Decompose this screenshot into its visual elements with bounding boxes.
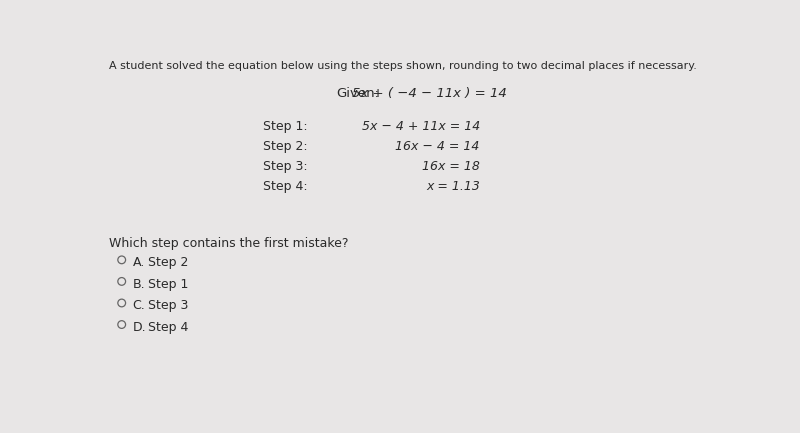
Text: Step 1: Step 1 [148, 278, 189, 291]
Text: D.: D. [133, 321, 146, 334]
Text: Step 4: Step 4 [148, 321, 189, 334]
Text: 5x + ( −4 − 11x ) = 14: 5x + ( −4 − 11x ) = 14 [352, 87, 506, 100]
Text: Step 3:: Step 3: [262, 160, 307, 173]
Text: 16x − 4 = 14: 16x − 4 = 14 [395, 140, 480, 153]
Text: x = 1.13: x = 1.13 [426, 180, 480, 193]
Text: A student solved the equation below using the steps shown, rounding to two decim: A student solved the equation below usin… [110, 61, 697, 71]
Text: Step 2: Step 2 [148, 256, 189, 269]
Text: 16x = 18: 16x = 18 [422, 160, 480, 173]
Text: Step 2:: Step 2: [262, 140, 307, 153]
Text: Step 1:: Step 1: [262, 120, 307, 133]
Text: Step 3: Step 3 [148, 299, 189, 312]
Text: Given:: Given: [336, 87, 379, 100]
Text: B.: B. [133, 278, 145, 291]
Text: A.: A. [133, 256, 145, 269]
Text: C.: C. [133, 299, 146, 312]
Text: 5x − 4 + 11x = 14: 5x − 4 + 11x = 14 [362, 120, 480, 133]
Text: Step 4:: Step 4: [262, 180, 307, 193]
Text: Which step contains the first mistake?: Which step contains the first mistake? [110, 237, 349, 250]
